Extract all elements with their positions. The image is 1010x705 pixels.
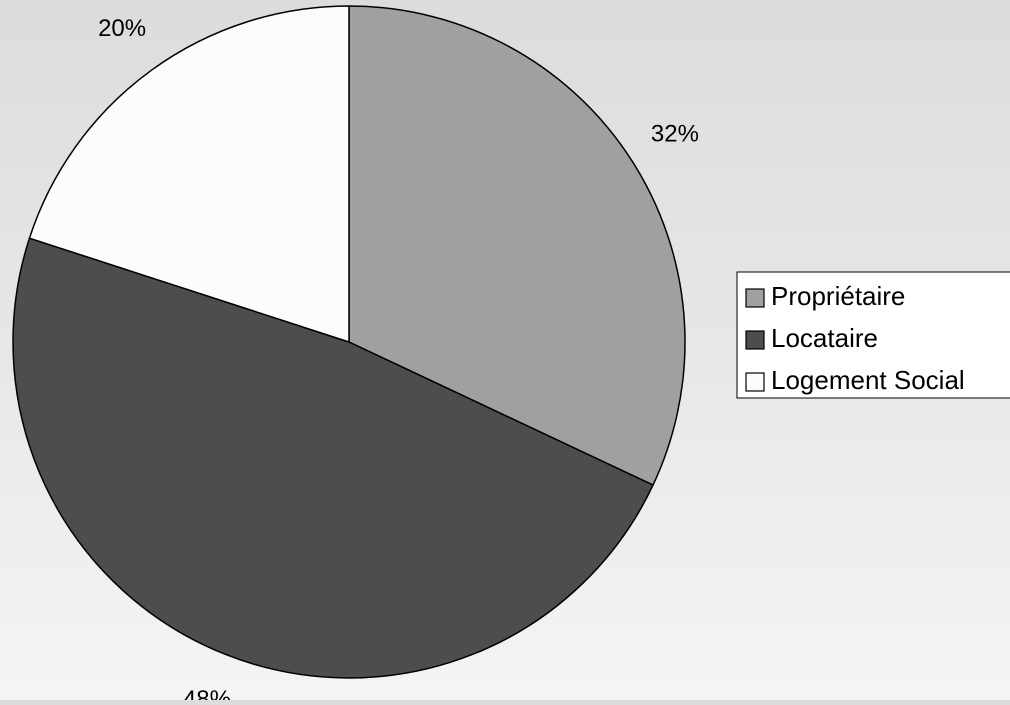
legend-label-logement-social: Logement Social	[771, 365, 965, 395]
data-label-locataire: 48%	[183, 686, 231, 700]
pie-slice-propri-taire	[348, 5, 686, 486]
legend: Propriétaire Locataire Logement Social	[736, 271, 1010, 399]
pie-data-labels: 32% 48% 20%	[98, 15, 699, 705]
legend-items: Propriétaire Locataire Logement Social	[745, 281, 965, 395]
legend-swatch-logement-social	[745, 372, 765, 392]
data-label-propri-taire: 32%	[651, 121, 699, 148]
legend-label-propri-taire: Propriétaire	[771, 281, 905, 311]
pie-slice-logement-social	[28, 5, 350, 343]
legend-box	[736, 271, 1010, 399]
legend-swatch-propri-taire	[745, 288, 765, 308]
pie-slice-locataire	[12, 237, 654, 679]
data-label-logement-social: 20%	[98, 15, 146, 42]
legend-label-locataire: Locataire	[771, 323, 878, 353]
legend-swatch-locataire	[745, 330, 765, 350]
pie-slices	[12, 5, 686, 679]
